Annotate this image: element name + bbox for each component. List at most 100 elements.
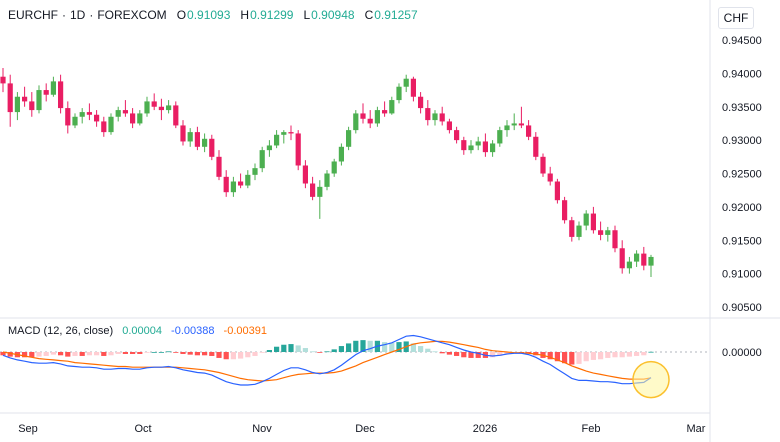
candle-body	[295, 133, 301, 166]
macd-hist-bar	[0, 352, 6, 356]
candle-body	[562, 200, 568, 221]
candle-body	[389, 100, 395, 114]
candle-body	[266, 145, 272, 151]
candle-body	[50, 81, 56, 95]
macd-hist-bar	[468, 352, 474, 358]
interval-label[interactable]: 1D	[70, 8, 86, 22]
candle-body	[475, 141, 481, 146]
macd-hist-bar	[641, 352, 647, 356]
macd-hist-bar	[360, 340, 366, 352]
macd-hist-bar	[396, 342, 402, 352]
low-value: 0.90948	[311, 8, 355, 22]
macd-hist-bar	[50, 352, 56, 355]
candle-body	[22, 96, 28, 102]
candle-body	[533, 136, 539, 157]
candle-body	[490, 143, 496, 153]
currency-button[interactable]: CHF	[718, 7, 754, 29]
candle-body	[382, 110, 388, 114]
candle-body	[230, 181, 236, 193]
candle-body	[43, 90, 49, 95]
candle-body	[367, 118, 373, 124]
close-label: C	[364, 8, 374, 22]
macd-hist-bar	[158, 352, 164, 353]
candle-body	[461, 140, 467, 151]
macd-hist-bar	[223, 352, 229, 360]
macd-hist-bar	[29, 352, 35, 358]
macd-hist-bar	[259, 352, 265, 353]
candle-body	[259, 150, 265, 169]
time-tick-label: Dec	[355, 423, 375, 435]
macd-tick-label: 0.00000	[722, 347, 762, 359]
price-tick-label: 0.93500	[722, 102, 762, 114]
candle-body	[58, 81, 64, 109]
macd-hist-bar	[504, 352, 510, 354]
candle-body	[583, 213, 589, 226]
macd-hist-bar	[43, 352, 49, 356]
macd-hist-bar	[425, 348, 431, 352]
candle-body	[86, 112, 92, 115]
macd-hist-bar	[310, 351, 316, 353]
exchange-label: FOREXCOM	[97, 8, 167, 22]
macd-hist-bar	[367, 340, 373, 352]
candle-body	[101, 121, 107, 133]
candle-body	[72, 116, 78, 126]
macd-hist-bar	[331, 349, 337, 352]
macd-hist-bar	[94, 352, 100, 356]
candle-body	[65, 108, 71, 126]
macd-hist-bar	[144, 352, 150, 353]
candle-body	[317, 186, 323, 197]
candle-body	[612, 230, 618, 249]
candle-body	[252, 168, 258, 175]
candle-body	[209, 138, 215, 157]
macd-hist-bar	[562, 352, 568, 364]
time-tick-label: Nov	[252, 423, 272, 435]
cursor-highlight	[632, 360, 670, 399]
macd-hist-bar	[65, 352, 71, 357]
candle-body	[634, 253, 640, 262]
macd-legend[interactable]: MACD (12, 26, close) 0.00004 -0.00388 -0…	[8, 325, 273, 337]
macd-hist-bar	[79, 352, 85, 356]
candle-body	[439, 113, 445, 122]
candle-body	[216, 156, 222, 177]
symbol-name[interactable]: EURCHF	[8, 8, 58, 22]
macd-hist-bar	[497, 352, 503, 356]
candle-body	[648, 256, 654, 266]
candle-body	[144, 101, 150, 114]
candle-body	[302, 165, 308, 184]
macd-hist-bar	[252, 352, 258, 356]
candle-body	[590, 213, 596, 231]
macd-histogram	[0, 340, 654, 365]
price-tick-label: 0.90500	[722, 302, 762, 314]
macd-line-value: -0.00388	[171, 325, 215, 337]
macd-hist-bar	[576, 352, 582, 364]
macd-hist-bar	[281, 344, 287, 352]
macd-hist-bar	[547, 352, 553, 360]
macd-hist-bar	[418, 346, 424, 352]
candle-body	[137, 113, 143, 124]
candle-body	[36, 90, 42, 111]
candle-body	[403, 78, 409, 87]
macd-hist-bar	[605, 352, 611, 358]
macd-hist-bar	[7, 352, 13, 357]
candle-body	[360, 113, 366, 119]
price-tick-label: 0.94000	[722, 68, 762, 80]
macd-hist-bar	[598, 352, 604, 360]
candle-body	[374, 110, 380, 124]
candle-body	[425, 108, 431, 121]
candle-body	[29, 101, 35, 111]
macd-hist-bar	[137, 352, 143, 354]
candle-body	[482, 141, 488, 153]
candle-body	[0, 76, 6, 84]
candle-body	[310, 183, 316, 197]
candle-body	[223, 176, 229, 193]
macd-hist-bar	[590, 352, 596, 360]
candle-body	[238, 181, 244, 186]
macd-hist-bar	[274, 346, 280, 352]
candle-body	[194, 132, 200, 147]
macd-hist-bar	[634, 352, 640, 356]
macd-hist-bar	[353, 340, 359, 352]
candle-body	[202, 138, 208, 147]
candle-body	[281, 132, 287, 135]
candle-body	[151, 101, 157, 107]
